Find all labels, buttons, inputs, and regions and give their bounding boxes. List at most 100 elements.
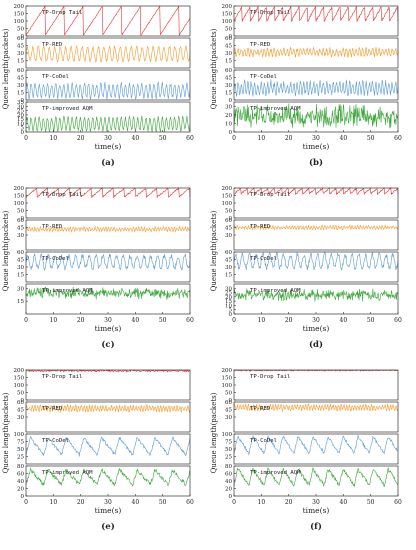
series-line-tp-red <box>25 403 191 414</box>
series-label: TP-Drop Tail <box>250 374 290 380</box>
subfigure-caption: (e) <box>101 521 114 532</box>
y-tick-label: 30 <box>225 104 232 110</box>
x-tick-label: 10 <box>258 499 266 506</box>
y-tick-label: 20 <box>225 113 232 119</box>
series-label: TP-RED <box>250 224 271 230</box>
series-label: TP-Drop Tail <box>250 10 290 16</box>
series-line-tp-codel <box>25 252 191 271</box>
y-tick-label: 10 <box>17 121 24 127</box>
y-tick-label: 75 <box>225 440 232 446</box>
x-tick-label: 40 <box>132 317 140 324</box>
y-tick-label: 45 <box>17 258 24 264</box>
y-tick-label: 200 <box>14 4 25 10</box>
x-tick-label: 30 <box>312 499 320 506</box>
y-tick-label: 15 <box>17 299 24 305</box>
x-tick-label: 50 <box>367 135 375 142</box>
series-line-tp-improved-aqm <box>233 288 399 302</box>
series-label: TP-improved AQM <box>42 106 93 112</box>
series-line-tp-drop-tail <box>25 4 191 37</box>
x-tick-label: 30 <box>104 317 112 324</box>
y-tick-label: 15 <box>17 117 24 123</box>
y-tick-label: 150 <box>222 194 233 200</box>
x-tick-label: 10 <box>50 135 58 142</box>
x-axis-label: time(s) <box>95 506 122 515</box>
y-tick-label: 50 <box>17 27 24 33</box>
x-tick-label: 0 <box>232 135 236 142</box>
series-line-tp-codel <box>233 435 399 456</box>
series-label: TP-CoDel <box>250 74 277 80</box>
y-tick-label: 45 <box>17 408 24 414</box>
y-tick-label: 200 <box>14 368 25 374</box>
y-tick-label: 100 <box>222 432 233 438</box>
y-tick-label: 0 <box>229 494 233 500</box>
y-tick-label: 150 <box>14 376 25 382</box>
x-tick-label: 10 <box>258 317 266 324</box>
y-tick-label: 60 <box>17 218 24 224</box>
subfigure-caption: (b) <box>309 157 323 168</box>
subfigure-caption: (d) <box>309 339 323 350</box>
x-tick-label: 0 <box>24 499 28 506</box>
y-tick-label: 60 <box>17 250 24 256</box>
series-label: TP-CoDel <box>42 438 69 444</box>
x-tick-label: 20 <box>77 499 85 506</box>
y-tick-label: 60 <box>225 68 232 74</box>
y-tick-label: 50 <box>225 447 232 453</box>
y-tick-label: 45 <box>17 76 24 82</box>
y-tick-label: 0 <box>229 130 233 136</box>
series-label: TP-Drop Tail <box>250 192 290 198</box>
x-tick-label: 30 <box>104 135 112 142</box>
y-tick-label: 200 <box>14 186 25 192</box>
series-label: TP-Drop Tail <box>42 10 82 16</box>
x-tick-label: 20 <box>285 317 293 324</box>
y-tick-label: 60 <box>225 400 232 406</box>
x-axis-label: time(s) <box>303 324 330 333</box>
series-label: TP-RED <box>42 406 63 412</box>
y-tick-label: 45 <box>225 76 232 82</box>
x-tick-label: 0 <box>232 317 236 324</box>
y-tick-label: 30 <box>17 265 24 271</box>
x-axis-label: time(s) <box>95 142 122 151</box>
subfigure-caption: (f) <box>310 521 322 532</box>
y-tick-label: 50 <box>17 447 24 453</box>
series-line-tp-improved-aqm <box>25 467 191 487</box>
y-tick-label: 0 <box>21 130 25 136</box>
y-tick-label: 150 <box>14 12 25 18</box>
y-tick-label: 20 <box>225 295 232 301</box>
x-tick-label: 40 <box>340 135 348 142</box>
y-tick-label: 0 <box>21 494 25 500</box>
y-axis-label: Queue length(packets) <box>2 210 10 291</box>
y-tick-label: 15 <box>225 299 232 305</box>
y-tick-label: 0 <box>21 98 25 104</box>
y-tick-label: 30 <box>17 83 24 89</box>
y-tick-label: 200 <box>222 368 233 374</box>
x-tick-label: 10 <box>50 317 58 324</box>
subfigure-caption: (a) <box>101 157 115 168</box>
y-tick-label: 20 <box>225 487 232 493</box>
series-label: TP-CoDel <box>250 438 277 444</box>
y-tick-label: 30 <box>17 286 24 292</box>
x-tick-label: 60 <box>394 499 402 506</box>
x-tick-label: 20 <box>77 317 85 324</box>
y-tick-label: 30 <box>225 51 232 57</box>
series-line-tp-red <box>25 225 191 233</box>
x-tick-label: 60 <box>394 317 402 324</box>
y-tick-label: 100 <box>14 383 25 389</box>
y-tick-label: 30 <box>225 415 232 421</box>
y-tick-label: 30 <box>225 265 232 271</box>
series-line-tp-codel <box>25 81 191 100</box>
y-tick-label: 5 <box>21 126 25 132</box>
series-line-tp-improved-aqm <box>25 115 191 133</box>
series-label: TP-improved AQM <box>250 470 301 476</box>
y-tick-label: 100 <box>222 19 233 25</box>
y-tick-label: 40 <box>17 479 24 485</box>
y-tick-label: 60 <box>17 472 24 478</box>
series-label: TP-RED <box>250 42 271 48</box>
y-tick-label: 15 <box>225 91 232 97</box>
y-tick-label: 30 <box>225 286 232 292</box>
y-tick-label: 10 <box>225 303 232 309</box>
